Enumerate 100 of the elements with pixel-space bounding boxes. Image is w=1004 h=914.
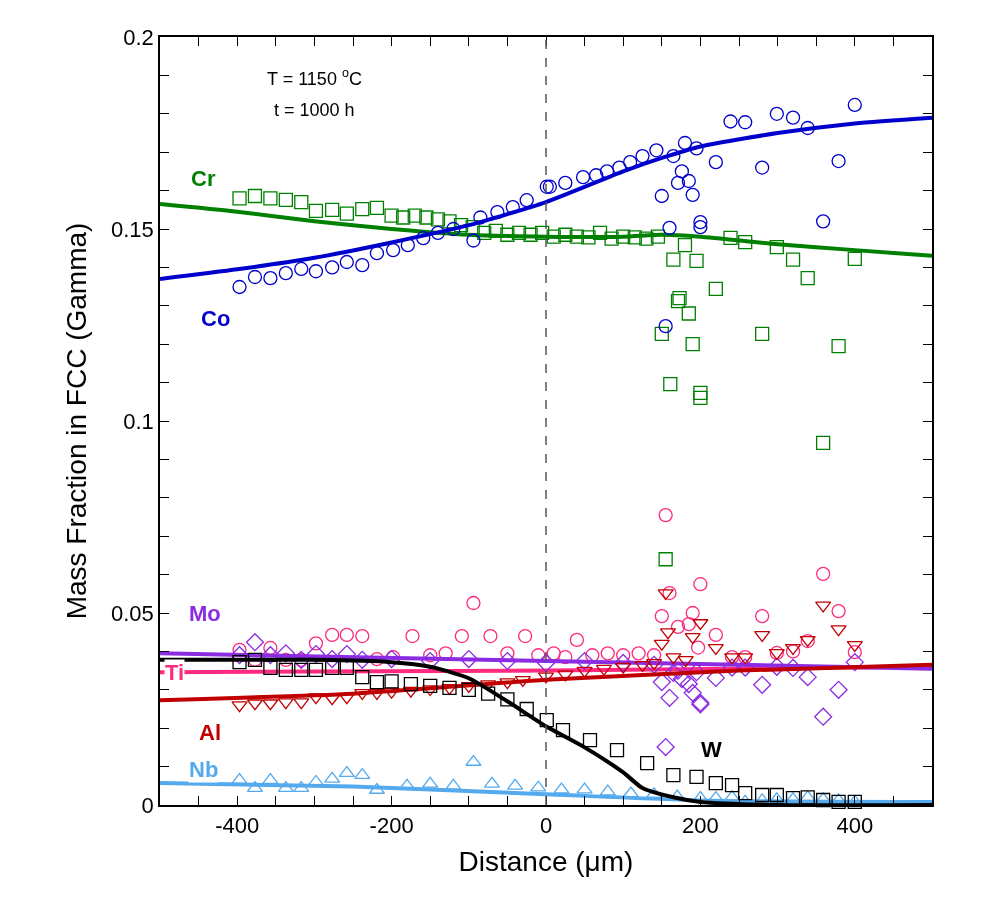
point <box>505 199 520 215</box>
point <box>483 628 498 644</box>
point <box>278 266 293 281</box>
point <box>644 655 664 674</box>
point <box>639 231 654 246</box>
point <box>308 203 324 219</box>
point <box>816 214 831 229</box>
point <box>627 230 642 245</box>
point <box>480 686 496 701</box>
point <box>692 619 709 631</box>
point <box>689 769 704 785</box>
point <box>539 712 554 728</box>
point <box>831 153 846 169</box>
point <box>657 589 674 601</box>
point <box>768 649 785 661</box>
point <box>658 507 673 523</box>
point <box>635 148 650 164</box>
point <box>355 628 370 644</box>
point <box>650 229 666 244</box>
point <box>681 306 696 321</box>
point <box>576 782 593 794</box>
point <box>558 227 573 242</box>
point <box>677 655 694 667</box>
point <box>294 261 309 277</box>
series-label: Ti <box>165 660 185 685</box>
point <box>738 234 753 250</box>
point <box>557 670 574 682</box>
point <box>634 660 651 672</box>
point <box>569 632 585 648</box>
point <box>277 698 294 710</box>
point <box>649 143 664 158</box>
point <box>247 188 263 204</box>
point <box>670 619 686 634</box>
point <box>631 646 646 661</box>
point <box>536 653 556 673</box>
point <box>664 663 683 682</box>
point <box>616 229 631 244</box>
point <box>693 219 708 235</box>
point <box>665 653 682 665</box>
series-label: Cr <box>191 166 216 191</box>
point <box>355 201 370 217</box>
point <box>708 281 723 297</box>
point <box>800 120 815 136</box>
series-label: Co <box>201 306 231 331</box>
point <box>466 595 481 611</box>
point <box>685 337 700 352</box>
point <box>338 765 355 778</box>
point <box>738 115 753 130</box>
point <box>293 698 310 710</box>
y-tick-label: 0.1 <box>123 408 154 434</box>
point <box>369 674 385 690</box>
point <box>421 651 440 671</box>
point <box>263 640 278 656</box>
point <box>555 722 571 738</box>
point <box>800 271 815 286</box>
x-tick-label: 0 <box>539 813 553 839</box>
point <box>614 653 633 673</box>
point <box>755 160 770 175</box>
point <box>542 179 558 194</box>
y-tick-label: 0 <box>141 792 154 818</box>
point <box>262 699 279 711</box>
point <box>846 640 863 653</box>
point <box>690 640 706 655</box>
y-tick-label: 0.2 <box>123 24 154 50</box>
point <box>662 585 677 601</box>
point <box>278 662 293 677</box>
point <box>693 390 708 406</box>
point <box>681 616 696 632</box>
point <box>723 114 738 129</box>
point <box>755 326 770 341</box>
point <box>615 662 632 674</box>
point <box>656 737 675 757</box>
point <box>369 246 385 261</box>
point <box>498 651 517 671</box>
point <box>658 552 673 567</box>
point <box>847 251 862 267</box>
point <box>672 669 691 689</box>
point <box>416 231 431 246</box>
point <box>724 777 740 793</box>
point <box>612 160 627 175</box>
x-tick-label: 400 <box>836 813 874 839</box>
point <box>689 253 704 269</box>
point <box>609 742 625 758</box>
point <box>829 680 848 699</box>
point <box>831 794 846 810</box>
point <box>407 208 422 223</box>
point <box>816 566 831 581</box>
point <box>519 193 534 208</box>
point <box>677 237 693 253</box>
point <box>831 603 846 619</box>
point <box>672 290 687 306</box>
point <box>339 660 354 676</box>
point <box>384 208 399 223</box>
point <box>518 628 533 644</box>
point <box>599 164 615 179</box>
point <box>369 200 385 216</box>
point <box>355 257 370 273</box>
point <box>368 688 386 701</box>
point <box>683 683 702 702</box>
point <box>325 260 340 275</box>
